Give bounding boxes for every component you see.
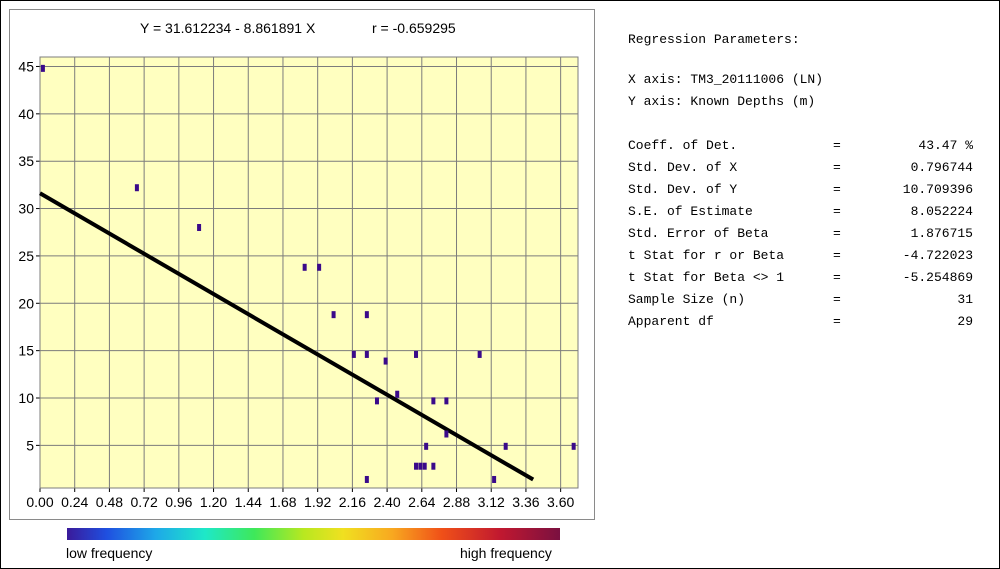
- stat-equals: =: [833, 160, 841, 175]
- stat-value: 29: [957, 314, 973, 329]
- stat-row: t Stat for Beta <> 1 = -5.254869: [628, 268, 973, 288]
- stat-label: Std. Dev. of X: [628, 160, 738, 175]
- legend-low-label: low frequency: [66, 545, 153, 561]
- stat-label: t Stat for Beta <> 1: [628, 270, 785, 285]
- regression-line: [38, 191, 535, 482]
- y-tick-label: 40: [18, 106, 34, 122]
- y-tick-label: 35: [18, 153, 34, 169]
- x-tick-label: 1.20: [200, 494, 227, 510]
- stat-label: t Stat for r or Beta: [628, 248, 785, 263]
- legend-high-label: high frequency: [460, 545, 552, 561]
- data-point: [418, 462, 423, 470]
- y-tick-label: 25: [18, 248, 34, 264]
- frequency-legend-bar: [67, 528, 560, 540]
- regression-equation: Y = 31.612234 - 8.861891 X: [140, 20, 316, 36]
- stat-row: t Stat for r or Beta = -4.722023: [628, 246, 973, 266]
- stat-label: Apparent df: [628, 314, 714, 329]
- data-point: [571, 442, 576, 450]
- y-tick-label: 5: [26, 437, 34, 453]
- x-tick-label: 2.64: [408, 494, 435, 510]
- scatter-plot: 0.00 0.24 0.48 0.72 0.96 1.20 1.44 1.68 1.92 2.16…: [18, 56, 579, 510]
- data-point: [422, 462, 427, 470]
- plot-background: [40, 57, 578, 488]
- x-tick-label: 3.12: [478, 494, 505, 510]
- stat-equals: =: [833, 138, 841, 153]
- stat-value: 43.47 %: [918, 138, 973, 153]
- stat-row: Apparent df = 29: [628, 312, 973, 332]
- data-point: [374, 397, 379, 405]
- y-tick-label: 10: [18, 390, 34, 406]
- stat-equals: =: [833, 314, 841, 329]
- data-point: [431, 462, 436, 470]
- data-point: [40, 64, 45, 72]
- y-tick-label: 45: [18, 58, 34, 74]
- y-axis-info: Y axis: Known Depths (m): [628, 94, 816, 109]
- plot-border: [39, 56, 579, 489]
- stat-row: Coeff. of Det. = 43.47 %: [628, 136, 973, 156]
- data-point: [364, 350, 369, 358]
- x-tick-label: 2.40: [373, 494, 400, 510]
- stat-row: Std. Error of Beta = 1.876715: [628, 224, 973, 244]
- stat-value: 1.876715: [910, 226, 973, 241]
- stat-equals: =: [833, 226, 841, 241]
- x-tick-label: 1.44: [235, 494, 262, 510]
- data-point: [444, 397, 449, 405]
- stat-equals: =: [833, 292, 841, 307]
- stat-label: Coeff. of Det.: [628, 138, 738, 153]
- data-point: [395, 390, 400, 398]
- stat-row: Std. Dev. of Y = 10.709396: [628, 180, 973, 200]
- stat-row: S.E. of Estimate = 8.052224: [628, 202, 973, 222]
- x-tick-label: 1.68: [269, 494, 296, 510]
- correlation-coefficient: r = -0.659295: [372, 20, 456, 36]
- y-tick-label: 15: [18, 343, 34, 359]
- stat-value: 0.796744: [910, 160, 973, 175]
- x-tick-label: 3.36: [512, 494, 539, 510]
- data-point: [414, 462, 419, 470]
- stat-equals: =: [833, 182, 841, 197]
- data-point: [364, 475, 369, 483]
- data-point: [431, 397, 436, 405]
- stat-label: Std. Dev. of Y: [628, 182, 738, 197]
- data-point: [444, 430, 449, 438]
- data-point: [364, 311, 369, 319]
- y-tick-label: 30: [18, 201, 34, 217]
- data-point: [424, 442, 429, 450]
- data-point: [317, 263, 322, 271]
- stat-equals: =: [833, 270, 841, 285]
- x-tick-label: 3.60: [547, 494, 574, 510]
- stat-label: Std. Error of Beta: [628, 226, 769, 241]
- x-tick-label: 2.16: [339, 494, 366, 510]
- x-tick-label: 0.48: [96, 494, 123, 510]
- data-point: [492, 475, 497, 483]
- data-point: [477, 350, 482, 358]
- x-tick-label: 0.96: [165, 494, 192, 510]
- data-point: [503, 442, 508, 450]
- stat-label: Sample Size (n): [628, 292, 746, 307]
- x-tick-label: 0.00: [26, 494, 53, 510]
- stat-value: 8.052224: [910, 204, 973, 219]
- x-axis-info: X axis: TM3_20111006 (LN): [628, 72, 824, 87]
- stat-value: 31: [957, 292, 973, 307]
- stat-label: S.E. of Estimate: [628, 204, 753, 219]
- data-point: [197, 224, 202, 232]
- data-point: [383, 357, 388, 365]
- stat-value: -5.254869: [902, 270, 973, 285]
- stat-value: -4.722023: [902, 248, 973, 263]
- x-tick-label: 2.88: [443, 494, 470, 510]
- data-point: [134, 184, 139, 192]
- stat-value: 10.709396: [902, 182, 973, 197]
- x-tick-label: 0.24: [61, 494, 88, 510]
- x-tick-label: 1.92: [304, 494, 331, 510]
- data-point: [302, 263, 307, 271]
- x-tick-label: 0.72: [131, 494, 158, 510]
- y-tick-label: 20: [18, 295, 34, 311]
- stat-row: Sample Size (n) = 31: [628, 290, 973, 310]
- data-point: [351, 350, 356, 358]
- data-point: [414, 350, 419, 358]
- stat-equals: =: [833, 204, 841, 219]
- stat-row: Std. Dev. of X = 0.796744: [628, 158, 973, 178]
- data-point: [331, 311, 336, 319]
- params-heading: Regression Parameters:: [628, 32, 800, 47]
- stat-equals: =: [833, 248, 841, 263]
